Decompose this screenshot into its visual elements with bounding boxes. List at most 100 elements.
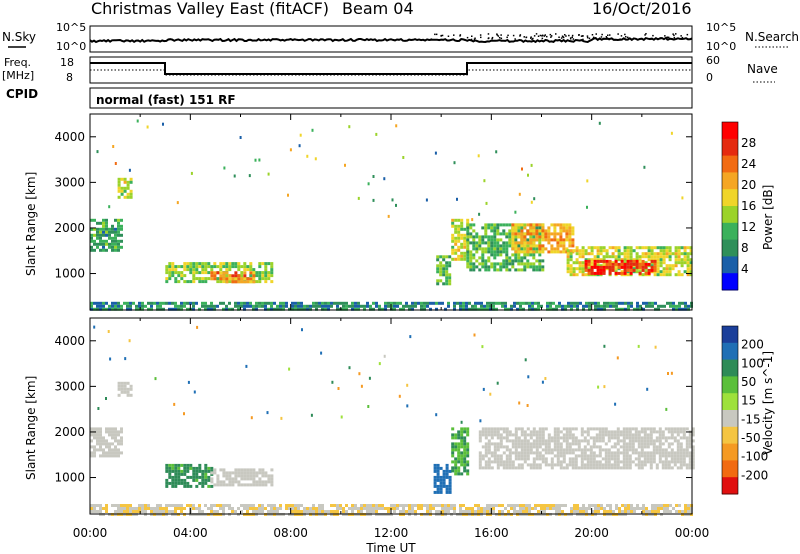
heatmap-cell	[582, 504, 585, 507]
heatmap-cell	[436, 282, 440, 286]
heatmap-cell	[477, 504, 480, 507]
heatmap-cell	[682, 454, 686, 458]
heatmap-cell	[595, 439, 599, 443]
heatmap-cell	[486, 510, 489, 513]
heatmap-cell	[586, 430, 590, 434]
heatmap-cell	[177, 463, 181, 467]
heatmap-cell	[586, 205, 588, 209]
heatmap-cell	[168, 268, 172, 272]
heatmap-cell	[514, 253, 518, 257]
heatmap-cell	[496, 244, 500, 248]
heatmap-cell	[459, 307, 462, 311]
heatmap-cell	[228, 483, 232, 487]
heatmap-cell	[420, 307, 423, 311]
heatmap-cell	[583, 451, 587, 455]
nsearch-point	[605, 36, 608, 38]
heatmap-cell	[378, 304, 381, 308]
heatmap-cell	[189, 265, 193, 269]
heatmap-cell	[204, 307, 207, 311]
heatmap-cell	[640, 466, 644, 470]
heatmap-cell	[660, 304, 663, 308]
heatmap-cell	[525, 504, 528, 507]
heatmap-cell	[442, 469, 446, 473]
heatmap-cell	[402, 510, 405, 513]
colorbar-segment	[722, 477, 738, 495]
heatmap-cell	[499, 247, 503, 251]
heatmap-cell	[553, 226, 557, 230]
nsearch-point	[571, 36, 573, 38]
heatmap-cell	[571, 460, 575, 464]
heatmap-cell	[303, 307, 306, 311]
heatmap-cell	[657, 307, 660, 311]
heatmap-cell	[669, 304, 672, 308]
heatmap-cell	[210, 484, 214, 488]
heatmap-cell	[93, 510, 96, 513]
heatmap-cell	[541, 226, 545, 230]
heatmap-cell	[192, 271, 196, 275]
heatmap-cell	[243, 304, 246, 308]
heatmap-cell	[671, 267, 675, 271]
heatmap-cell	[136, 119, 139, 123]
heatmap-cell	[267, 477, 271, 481]
heatmap-cell	[378, 507, 381, 510]
heatmap-cell	[297, 301, 300, 305]
heatmap-cell	[291, 507, 294, 510]
heatmap-cell	[650, 246, 654, 250]
heatmap-cell	[243, 471, 247, 475]
heatmap-cell	[93, 451, 96, 455]
nsearch-point	[568, 34, 570, 37]
heatmap-cell	[234, 277, 238, 281]
heatmap-cell	[279, 304, 282, 308]
heatmap-cell	[604, 463, 608, 467]
heatmap-cell	[258, 504, 261, 507]
heatmap-cell	[252, 477, 256, 481]
velocity-heatmap	[90, 325, 695, 516]
heatmap-cell	[581, 261, 585, 265]
heatmap-cell	[360, 507, 363, 510]
heatmap-cell	[598, 433, 602, 437]
heatmap-cell	[504, 301, 507, 305]
heatmap-cell	[616, 463, 620, 467]
heatmap-cell	[493, 265, 497, 269]
heatmap-cell	[186, 307, 189, 311]
heatmap-cell	[351, 307, 354, 311]
heatmap-cell	[556, 460, 560, 464]
heatmap-cell	[571, 229, 575, 233]
heatmap-cell	[565, 232, 569, 236]
heatmap-cell	[192, 274, 196, 278]
heatmap-cell	[651, 504, 654, 507]
heatmap-cell	[625, 463, 629, 467]
heatmap-cell	[564, 504, 567, 507]
station-title: Christmas Valley East (fitACF)	[91, 0, 329, 18]
heatmap-cell	[396, 504, 399, 507]
heatmap-cell	[522, 301, 525, 305]
heatmap-cell	[192, 301, 195, 305]
heatmap-cell	[586, 179, 589, 183]
heatmap-cell	[643, 463, 647, 467]
heatmap-cell	[652, 451, 656, 455]
heatmap-cell	[568, 235, 572, 239]
heatmap-cell	[90, 507, 93, 510]
nsearch-point	[572, 38, 575, 40]
heatmap-cell	[216, 474, 220, 478]
heatmap-cell	[228, 265, 232, 269]
heatmap-cell	[559, 466, 563, 470]
heatmap-cell	[234, 474, 238, 478]
heatmap-cell	[595, 454, 599, 458]
heatmap-cell	[611, 268, 615, 272]
heatmap-cell	[234, 262, 238, 266]
heatmap-cell	[546, 304, 549, 308]
heatmap-cell	[655, 466, 659, 470]
heatmap-cell	[514, 466, 518, 470]
heatmap-cell	[478, 212, 481, 216]
heatmap-cell	[559, 451, 563, 455]
heatmap-cell	[520, 268, 524, 272]
heatmap-cell	[228, 471, 232, 475]
heatmap-cell	[336, 510, 339, 513]
heatmap-cell	[604, 466, 608, 470]
heatmap-cell	[540, 504, 543, 507]
heatmap-cell	[532, 427, 536, 431]
heatmap-cell	[614, 402, 617, 406]
heatmap-cell	[252, 274, 256, 278]
heatmap-cell	[523, 262, 527, 266]
